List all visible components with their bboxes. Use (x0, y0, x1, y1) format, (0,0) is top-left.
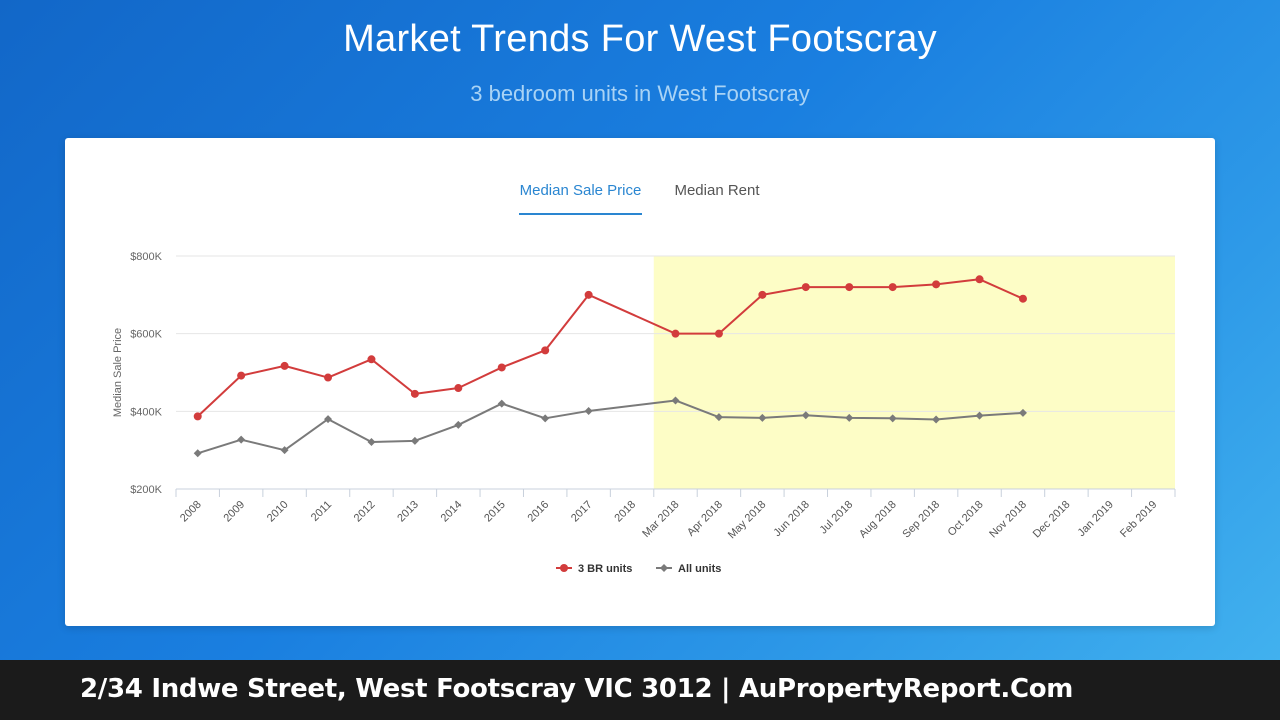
x-tick-label: Nov 2018 (987, 499, 1029, 541)
x-tick-label: 2009 (221, 499, 247, 525)
data-point (454, 384, 463, 393)
data-point (975, 275, 984, 284)
legend-label: All units (678, 563, 721, 575)
data-point (280, 361, 289, 370)
data-point (454, 420, 463, 429)
data-point (845, 413, 854, 422)
data-point (932, 280, 941, 289)
tab-median-sale-price[interactable]: Median Sale Price (519, 182, 642, 215)
x-tick-label: Jan 2019 (1075, 499, 1115, 539)
data-point (1018, 408, 1027, 417)
y-tick-label: $800K (130, 251, 162, 263)
x-tick-label: Jun 2018 (771, 499, 811, 539)
data-point (324, 415, 333, 424)
page-title: Market Trends For West Footscray (343, 18, 937, 60)
y-tick-label: $400K (130, 406, 162, 418)
x-tick-label: Sep 2018 (900, 499, 942, 541)
data-point (975, 411, 984, 420)
x-tick-label: 2015 (482, 499, 508, 525)
data-point (237, 371, 246, 380)
data-point (932, 415, 941, 424)
legend-marker (660, 564, 668, 572)
page-subtitle: 3 bedroom units in West Footscray (470, 81, 810, 106)
data-point (714, 329, 723, 338)
data-point (193, 449, 202, 458)
data-point (758, 413, 767, 422)
data-point (1018, 294, 1027, 303)
data-point (714, 413, 723, 422)
data-point (888, 414, 897, 423)
data-point (758, 290, 767, 299)
data-point (367, 355, 376, 364)
data-point (497, 363, 506, 372)
data-point (280, 446, 289, 455)
x-tick-label: 2008 (178, 499, 204, 525)
data-point (671, 396, 680, 405)
data-point (324, 373, 333, 382)
y-axis-title: Median Sale Price (112, 328, 124, 417)
x-tick-label: 2010 (265, 499, 291, 525)
x-tick-label: Aug 2018 (857, 499, 899, 541)
x-tick-label: Feb 2019 (1118, 499, 1159, 540)
footer-bar: 2/34 Indwe Street, West Footscray VIC 30… (0, 660, 1280, 720)
data-point (801, 411, 810, 420)
data-point (237, 435, 246, 444)
data-point (801, 283, 810, 292)
legend-label: 3 BR units (578, 563, 632, 575)
tab-median-rent[interactable]: Median Rent (674, 182, 760, 199)
x-tick-label: 2018 (612, 499, 638, 525)
data-point (410, 389, 419, 398)
x-tick-label: 2016 (526, 499, 552, 525)
data-point (671, 329, 680, 338)
data-point (410, 436, 419, 445)
chart-card: Median Sale Price Median Rent $200K $400K… (65, 138, 1215, 626)
x-tick-label: 2012 (352, 499, 378, 525)
legend-marker (560, 564, 568, 572)
x-tick-label: Mar 2018 (640, 499, 681, 540)
x-tick-label: Oct 2018 (946, 499, 986, 539)
y-tick-label: $600K (130, 329, 162, 341)
x-tick-label: Dec 2018 (1031, 499, 1073, 541)
line-chart: $200K $400K $600K $800K 2008 2009 2010 2011 2012… (112, 251, 1176, 575)
data-point (845, 283, 854, 292)
data-point (541, 346, 550, 355)
footer-address: 2/34 Indwe Street, West Footscray VIC 30… (80, 674, 1074, 704)
data-point (888, 283, 897, 292)
data-point (541, 414, 550, 423)
data-point (367, 438, 376, 447)
x-tick-label: 2017 (569, 499, 595, 525)
x-tick-label: 2013 (395, 499, 421, 525)
x-tick-label: 2011 (309, 499, 334, 524)
data-point (584, 290, 593, 299)
x-tick-label: Jul 2018 (817, 499, 855, 537)
y-tick-label: $200K (130, 484, 162, 496)
data-point (497, 399, 506, 408)
data-point (584, 406, 593, 415)
x-tick-label: May 2018 (726, 499, 769, 542)
data-point (193, 412, 202, 421)
x-tick-label: 2014 (439, 499, 465, 525)
highlight-band (653, 256, 1175, 489)
x-tick-label: Apr 2018 (685, 499, 725, 539)
